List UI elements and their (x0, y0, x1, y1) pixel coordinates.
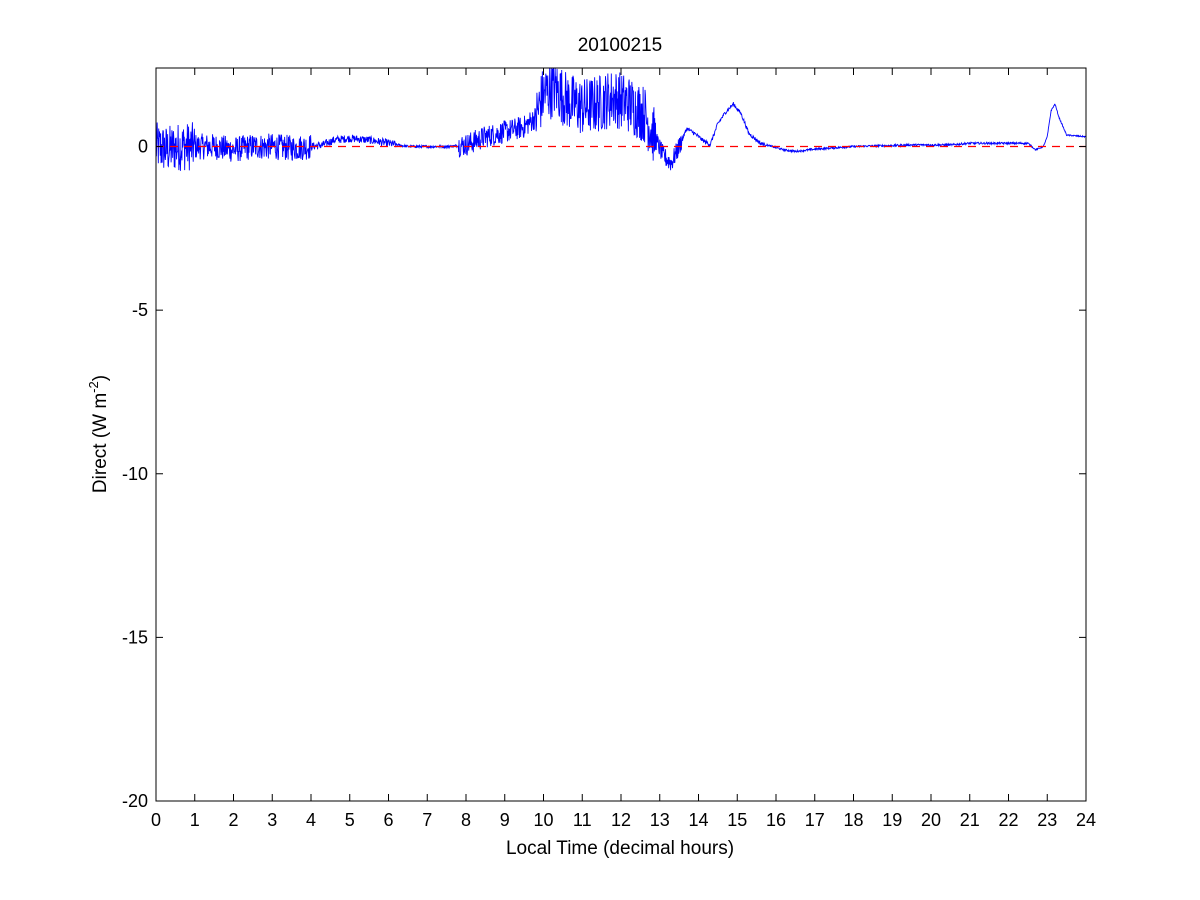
x-tick-label: 12 (611, 810, 631, 830)
x-tick-label: 0 (151, 810, 161, 830)
series-group (155, 67, 1087, 171)
x-tick-label: 20 (921, 810, 941, 830)
x-tick-label: 23 (1037, 810, 1057, 830)
plot-area: 0 1 2 3 4 5 6 7 8 9 10 11 12 13 14 15 16 17 18 19 20 21 22 23 24… (122, 67, 1096, 830)
y-tick-label: -15 (122, 627, 148, 647)
x-axis-label: Local Time (decimal hours) (506, 838, 734, 859)
x-tick-label: 7 (422, 810, 432, 830)
x-tick-label: 14 (688, 810, 708, 830)
x-tick-label: 18 (843, 810, 863, 830)
x-tick-label: 5 (345, 810, 355, 830)
y-axis: 0 -5 -10 -15 -20 (122, 137, 1086, 811)
x-tick-label: 3 (267, 810, 277, 830)
x-tick-label: 16 (766, 810, 786, 830)
y-tick-label: -20 (122, 791, 148, 811)
y-axis-label: Direct (W m-2) (86, 375, 111, 493)
x-tick-label: 9 (500, 810, 510, 830)
y-tick-label: -10 (122, 464, 148, 484)
y-axis-label-main: Direct (W m (90, 393, 111, 493)
x-tick-label: 11 (573, 810, 592, 830)
x-tick-label: 22 (998, 810, 1018, 830)
x-tick-label: 24 (1076, 810, 1096, 830)
x-tick-label: 6 (383, 810, 393, 830)
x-tick-label: 17 (805, 810, 825, 830)
y-axis-label-close: ) (90, 375, 111, 381)
y-tick-label: -5 (132, 300, 148, 320)
x-tick-label: 10 (533, 810, 553, 830)
x-tick-label: 1 (190, 810, 200, 830)
x-tick-label: 8 (461, 810, 471, 830)
y-tick-label: 0 (138, 137, 148, 157)
x-tick-label: 15 (727, 810, 747, 830)
x-tick-label: 2 (228, 810, 238, 830)
x-tick-label: 13 (650, 810, 670, 830)
x-tick-label: 19 (882, 810, 902, 830)
x-tick-label: 21 (960, 810, 980, 830)
chart-title: 20100215 (578, 35, 663, 56)
x-axis: 0 1 2 3 4 5 6 7 8 9 10 11 12 13 14 15 16 17 18 19 20 21 22 23 24 (151, 68, 1096, 830)
series-line-0 (155, 67, 1087, 171)
x-tick-label: 4 (306, 810, 316, 830)
y-axis-label-superscript: -2 (86, 381, 101, 393)
